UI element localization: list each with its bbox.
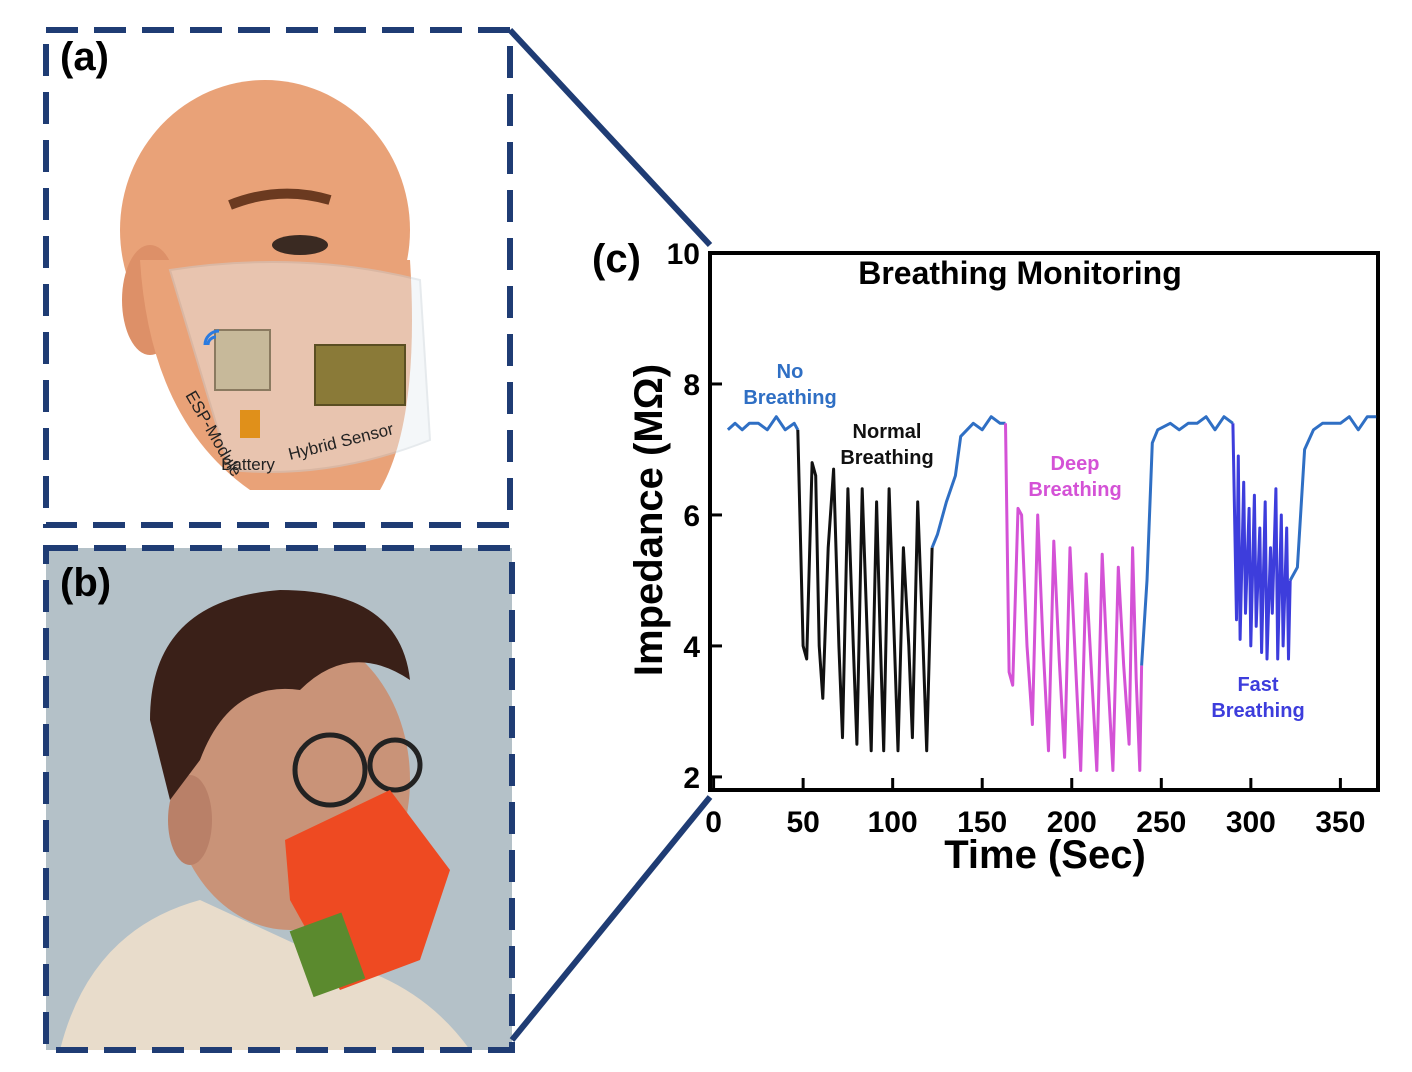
y-axis-title: Impedance (MΩ) xyxy=(627,364,671,676)
y-tick-label: 10 xyxy=(667,238,700,271)
x-tick-label: 300 xyxy=(1226,806,1276,839)
series-annotation: No Breathing xyxy=(743,361,837,409)
series-annotation: Fast Breathing xyxy=(1211,674,1305,722)
y-tick-label: 6 xyxy=(683,500,700,533)
panel-label: (a) xyxy=(60,35,109,79)
y-tick-label: 4 xyxy=(683,631,700,664)
panel-frame xyxy=(43,545,515,1053)
series-annotation: Normal Breathing xyxy=(840,421,934,469)
data-line xyxy=(1231,423,1292,661)
data-line xyxy=(726,415,1377,666)
panel-label: (b) xyxy=(60,561,111,605)
x-tick-label: 100 xyxy=(868,806,918,839)
plot-frame xyxy=(708,251,1380,792)
series-annotation: Deep Breathing xyxy=(1028,453,1122,501)
data-line xyxy=(796,429,934,753)
x-tick-label: 0 xyxy=(705,806,722,839)
x-axis-title: Time (Sec) xyxy=(944,833,1146,877)
x-tick-label: 250 xyxy=(1136,806,1186,839)
x-tick-label: 200 xyxy=(1047,806,1097,839)
data-line xyxy=(1004,423,1144,772)
x-tick-label: 350 xyxy=(1315,806,1365,839)
panel-label: (c) xyxy=(592,237,641,281)
zoom-line xyxy=(507,27,713,248)
annotation: Battery xyxy=(221,455,275,474)
mask-illustration: ESP-Module Battery Hybrid Sensor xyxy=(120,80,432,490)
photo xyxy=(46,548,512,1050)
chart-title: Breathing Monitoring xyxy=(858,255,1182,291)
zoom-line xyxy=(509,795,713,1042)
x-tick-label: 50 xyxy=(786,806,819,839)
x-tick-label: 150 xyxy=(957,806,1007,839)
y-tick-label: 2 xyxy=(683,762,700,795)
y-tick-label: 8 xyxy=(683,369,700,402)
